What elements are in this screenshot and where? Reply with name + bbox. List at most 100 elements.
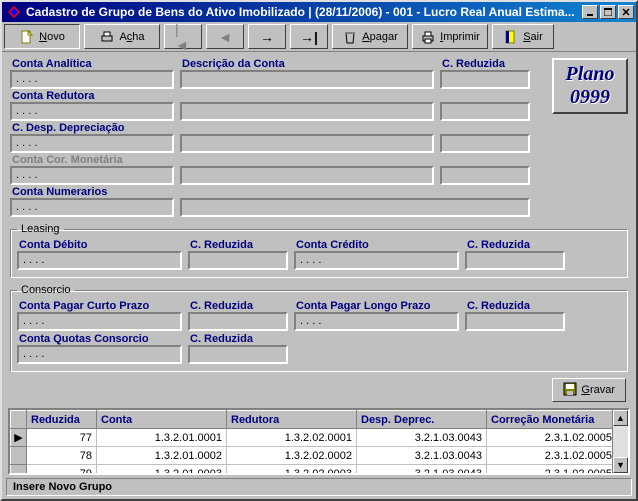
- input-c-reduzida-3[interactable]: [440, 134, 530, 153]
- cell-corr[interactable]: 2.3.1.02.0005: [487, 447, 613, 465]
- col-desp[interactable]: Desp. Deprec.: [357, 411, 487, 429]
- printer-icon: [420, 29, 436, 45]
- table-row[interactable]: ▶771.3.2.01.00011.3.2.02.00013.2.1.03.00…: [11, 429, 613, 447]
- input-conta-redutora[interactable]: . . . .: [10, 102, 174, 121]
- minimize-button[interactable]: [582, 5, 598, 19]
- input-conta-cor-monet[interactable]: . . . .: [10, 166, 174, 185]
- next-icon: →: [259, 29, 275, 45]
- imprimir-button[interactable]: Imprimir: [412, 24, 488, 49]
- plano-code: 0999: [570, 86, 610, 109]
- new-icon: [19, 29, 35, 45]
- group-leasing: Leasing Conta Débito . . . . C. Reduzida…: [10, 223, 628, 278]
- cell-desp[interactable]: 3.2.1.03.0043: [357, 465, 487, 474]
- cell-conta[interactable]: 1.3.2.01.0001: [97, 429, 227, 447]
- input-conta-analitica[interactable]: . . . .: [10, 70, 174, 89]
- input-conta-pagar-cp[interactable]: . . . .: [17, 312, 182, 331]
- apagar-label: Apagar: [362, 31, 397, 43]
- window-controls: [582, 5, 634, 19]
- novo-button[interactable]: Novo: [4, 24, 80, 49]
- cell-corr[interactable]: 2.3.1.02.0005: [487, 465, 613, 474]
- grid-scrollbar[interactable]: ▲ ▼: [612, 410, 628, 473]
- acha-button[interactable]: Acha: [84, 24, 160, 49]
- group-consorcio: Consorcio Conta Pagar Curto Prazo . . . …: [10, 284, 628, 372]
- maximize-button[interactable]: [600, 5, 616, 19]
- print-icon: [99, 29, 115, 45]
- cell-desp[interactable]: 3.2.1.03.0043: [357, 429, 487, 447]
- input-c-desp-deprec[interactable]: . . . .: [10, 134, 174, 153]
- gravar-button[interactable]: Gravar: [552, 378, 626, 402]
- grid-corner: [11, 411, 27, 429]
- save-icon: [563, 382, 577, 399]
- col-corr[interactable]: Correção Monetária: [487, 411, 613, 429]
- trash-icon: [342, 29, 358, 45]
- legend-consorcio: Consorcio: [17, 284, 75, 296]
- plano-label: Plano: [566, 63, 615, 86]
- input-descricao-3[interactable]: [180, 134, 434, 153]
- cell-conta[interactable]: 1.3.2.01.0002: [97, 447, 227, 465]
- input-c-reduzida-c2[interactable]: [465, 312, 565, 331]
- close-button[interactable]: [618, 5, 634, 19]
- scroll-down[interactable]: ▼: [613, 457, 628, 473]
- row-marker: [11, 465, 27, 474]
- input-c-reduzida-2[interactable]: [440, 102, 530, 121]
- lbl-c-reduzida-l2: C. Reduzida: [465, 239, 565, 251]
- lbl-conta-analitica: Conta Analítica: [10, 58, 174, 70]
- row-marker: ▶: [11, 429, 27, 447]
- toolbar: Novo Acha |◄ ◄ → →| Apagar Imprimir Sair: [2, 22, 636, 52]
- acha-label: Acha: [119, 31, 144, 43]
- table-row[interactable]: 791.3.2.01.00031.3.2.02.00033.2.1.03.004…: [11, 465, 613, 474]
- cell-reduzida[interactable]: 79: [27, 465, 97, 474]
- input-conta-numerarios[interactable]: . . . .: [10, 198, 174, 217]
- first-icon: |◄: [175, 29, 191, 45]
- app-icon: [6, 4, 22, 20]
- cell-reduzida[interactable]: 77: [27, 429, 97, 447]
- lbl-conta-redutora: Conta Redutora: [10, 90, 174, 102]
- col-conta[interactable]: Conta: [97, 411, 227, 429]
- col-redutora[interactable]: Redutora: [227, 411, 357, 429]
- scroll-up[interactable]: ▲: [613, 410, 628, 426]
- input-conta-debito[interactable]: . . . .: [17, 251, 182, 270]
- lbl-c-reduzida-1: C. Reduzida: [440, 58, 530, 70]
- lbl-c-reduzida-c3: C. Reduzida: [188, 333, 288, 345]
- table-row[interactable]: 781.3.2.01.00021.3.2.02.00023.2.1.03.004…: [11, 447, 613, 465]
- input-c-reduzida-c3[interactable]: [188, 345, 288, 364]
- legend-leasing: Leasing: [17, 223, 64, 235]
- input-descricao-1[interactable]: [180, 70, 434, 89]
- col-reduzida[interactable]: Reduzida: [27, 411, 97, 429]
- input-c-reduzida-1[interactable]: [440, 70, 530, 89]
- cell-desp[interactable]: 3.2.1.03.0043: [357, 447, 487, 465]
- lbl-conta-debito: Conta Débito: [17, 239, 182, 251]
- input-c-reduzida-4[interactable]: [440, 166, 530, 185]
- cell-redutora[interactable]: 1.3.2.02.0003: [227, 465, 357, 474]
- exit-icon: [503, 29, 519, 45]
- cell-redutora[interactable]: 1.3.2.02.0002: [227, 447, 357, 465]
- input-descricao-4[interactable]: [180, 166, 434, 185]
- input-c-reduzida-c1[interactable]: [188, 312, 288, 331]
- row-marker: [11, 447, 27, 465]
- first-button[interactable]: |◄: [164, 24, 202, 49]
- lbl-c-reduzida-c1: C. Reduzida: [188, 300, 288, 312]
- prev-button[interactable]: ◄: [206, 24, 244, 49]
- data-grid[interactable]: Reduzida Conta Redutora Desp. Deprec. Co…: [8, 408, 630, 475]
- cell-conta[interactable]: 1.3.2.01.0003: [97, 465, 227, 474]
- form-area: Plano 0999 Conta Analítica . . . . Descr…: [2, 52, 636, 406]
- apagar-button[interactable]: Apagar: [332, 24, 408, 49]
- input-descricao-2[interactable]: [180, 102, 434, 121]
- input-conta-credito[interactable]: . . . .: [294, 251, 459, 270]
- lbl-c-desp-deprec: C. Desp. Depreciação: [10, 122, 174, 134]
- scroll-track[interactable]: [613, 426, 628, 457]
- sair-button[interactable]: Sair: [492, 24, 554, 49]
- input-conta-pagar-lp[interactable]: . . . .: [294, 312, 459, 331]
- input-descricao-5[interactable]: [180, 198, 530, 217]
- last-button[interactable]: →|: [290, 24, 328, 49]
- lbl-descricao: Descrição da Conta: [180, 58, 434, 70]
- cell-reduzida[interactable]: 78: [27, 447, 97, 465]
- lbl-conta-credito: Conta Crédito: [294, 239, 459, 251]
- next-button[interactable]: →: [248, 24, 286, 49]
- input-conta-quotas[interactable]: . . . .: [17, 345, 182, 364]
- cell-corr[interactable]: 2.3.1.02.0005: [487, 429, 613, 447]
- input-c-reduzida-l1[interactable]: [188, 251, 288, 270]
- last-icon: →|: [301, 29, 317, 45]
- input-c-reduzida-l2[interactable]: [465, 251, 565, 270]
- cell-redutora[interactable]: 1.3.2.02.0001: [227, 429, 357, 447]
